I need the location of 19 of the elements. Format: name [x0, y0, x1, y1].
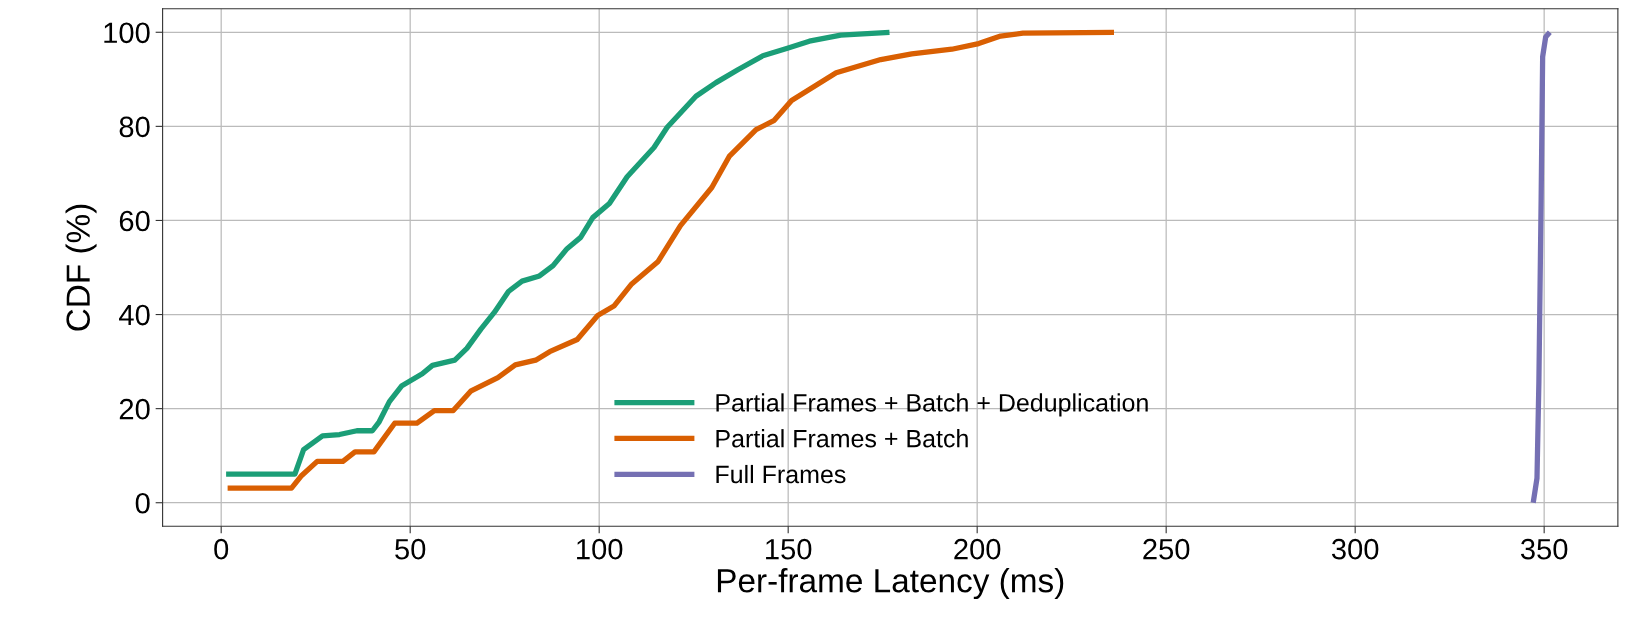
y-tick-label: 40 [119, 304, 150, 326]
x-tick-label: 300 [1331, 538, 1379, 560]
x-axis-title: Per-frame Latency (ms) [717, 568, 1064, 600]
x-tick-label: 150 [766, 538, 812, 560]
y-tick-label: 80 [119, 116, 150, 138]
legend-label: Partial Frames + Batch [716, 429, 968, 448]
y-tick-label: 0 [135, 492, 150, 514]
x-tick-label: 250 [1143, 538, 1190, 560]
x-tick-label: 100 [577, 538, 623, 560]
y-tick-label: 100 [104, 22, 150, 44]
legend-label: Partial Frames + Batch + Deduplication [716, 393, 1148, 417]
x-tick-label: 50 [395, 538, 426, 560]
x-tick-label: 350 [1520, 538, 1568, 560]
y-axis-title: CDF (%) [65, 204, 97, 331]
legend-label: Full Frames [716, 464, 846, 484]
y-tick-label: 60 [119, 210, 150, 232]
y-tick-label: 20 [119, 398, 150, 420]
x-tick-label: 0 [214, 538, 229, 560]
x-tick-label: 200 [954, 538, 1001, 560]
